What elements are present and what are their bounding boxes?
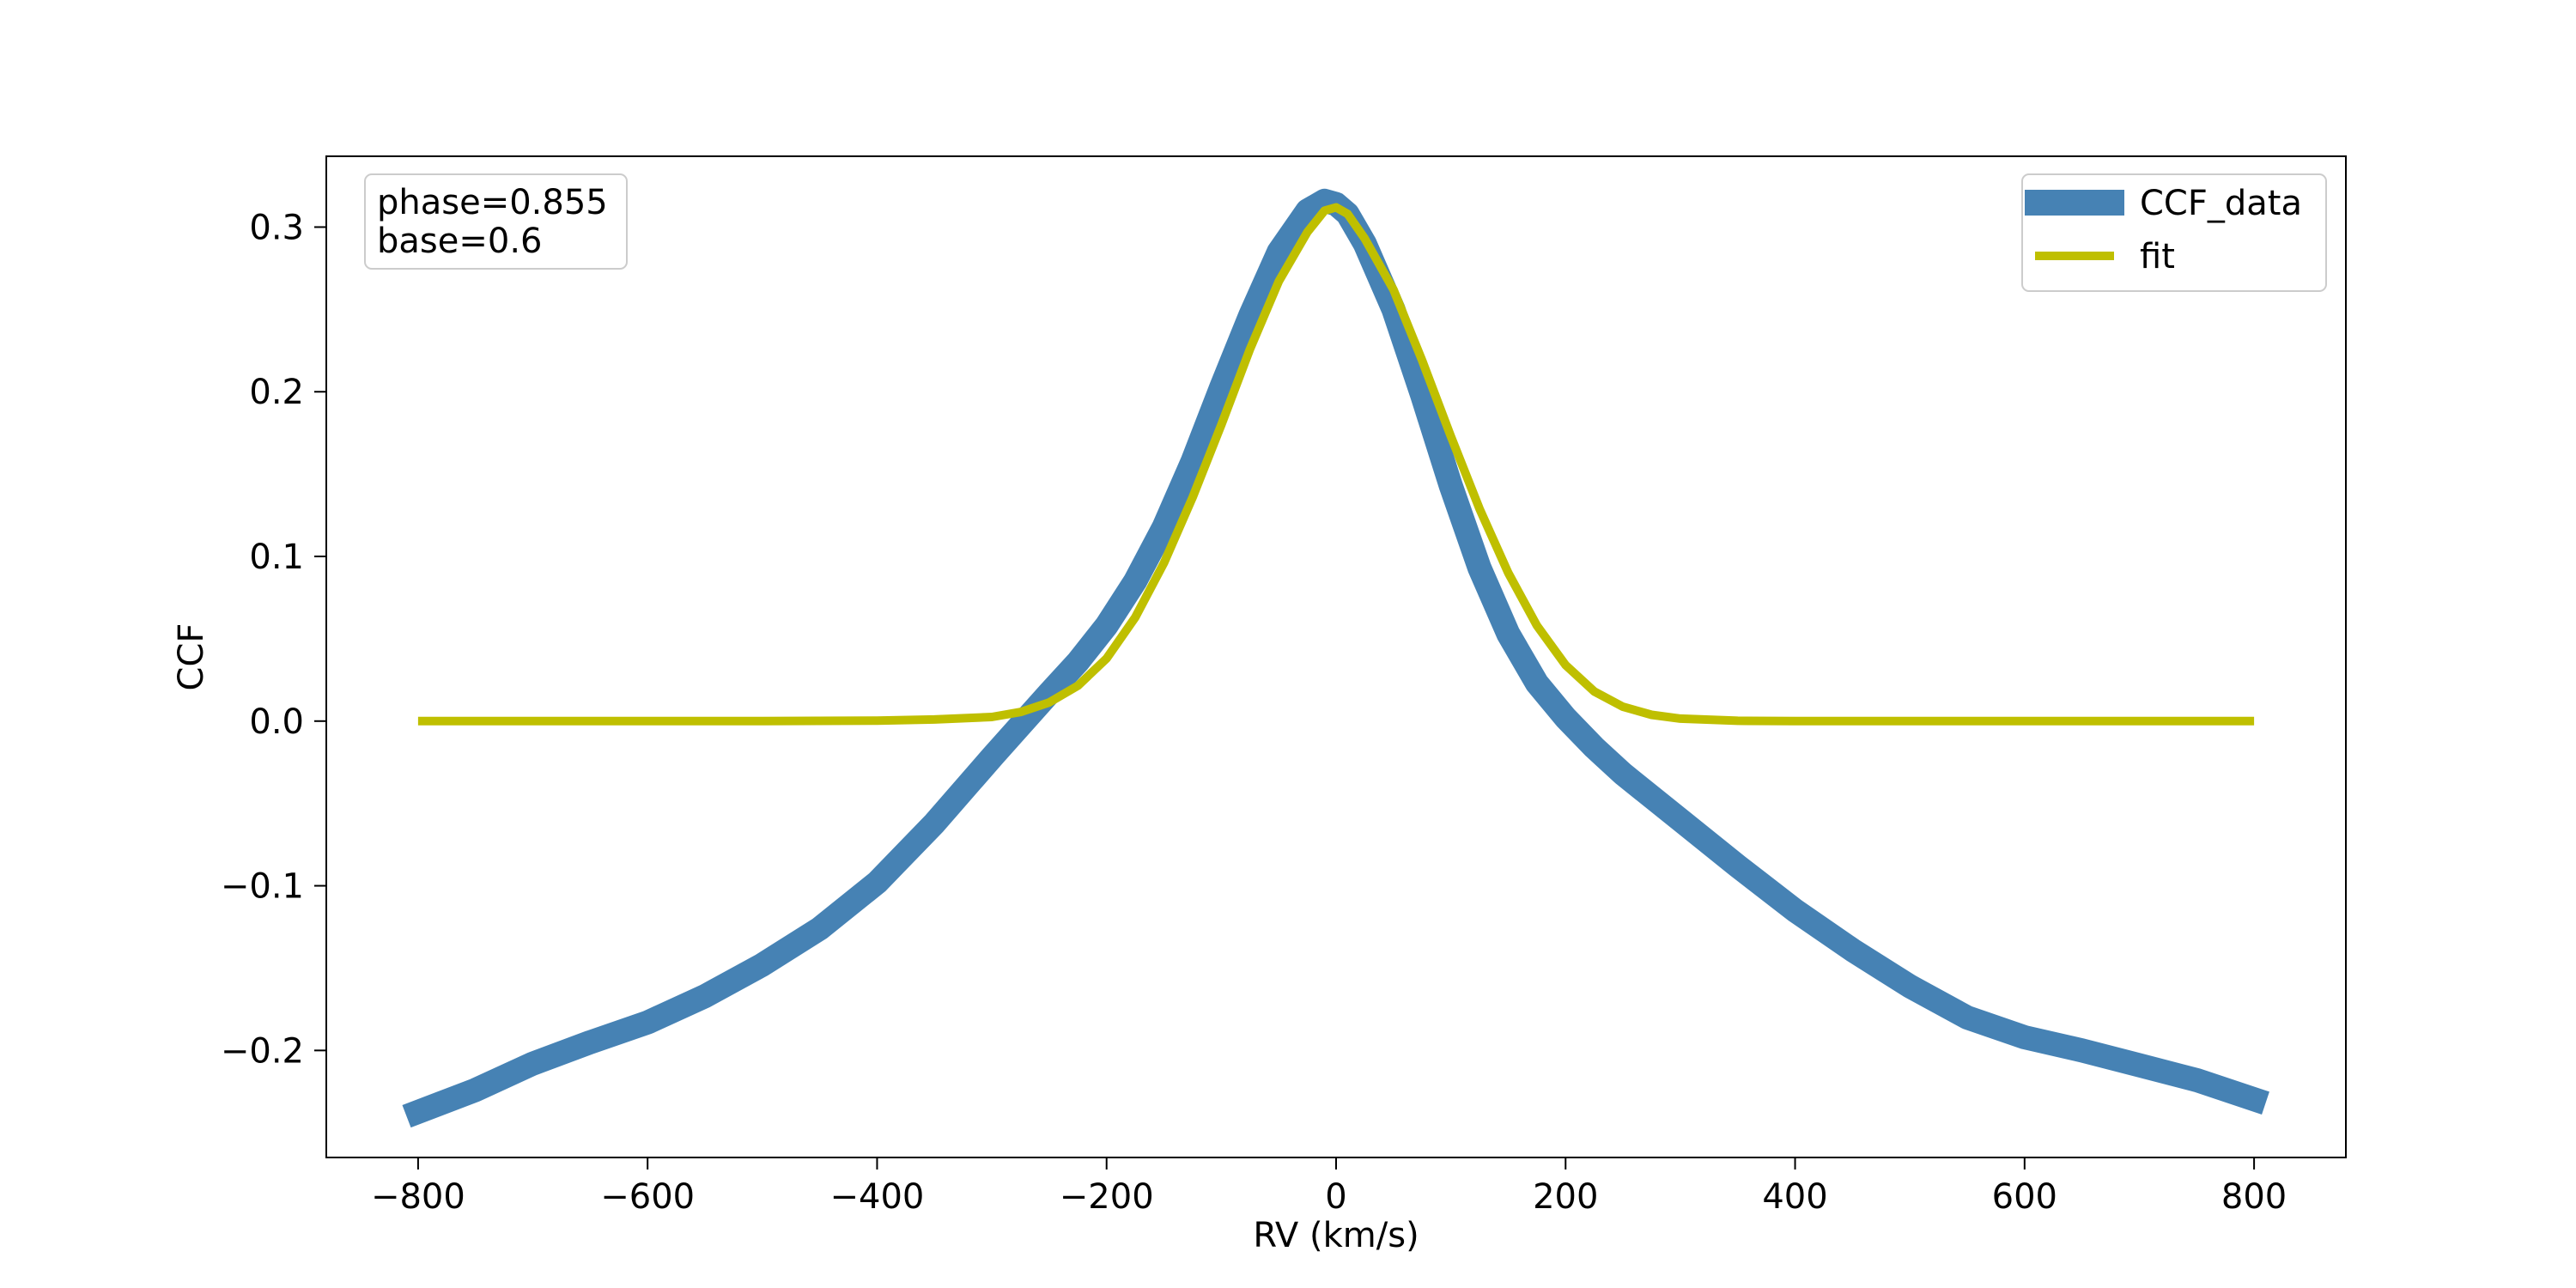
legend-label-fit: fit <box>2140 237 2175 276</box>
annotation-phase: phase=0.855 <box>377 183 608 222</box>
y-tick-label: 0.0 <box>249 702 304 742</box>
y-tick-label: −0.1 <box>221 867 304 907</box>
x-axis: −800 −600 −400 −200 0 200 400 600 800 <box>371 1157 2287 1217</box>
x-tick-label: 0 <box>1325 1177 1346 1217</box>
annotation-box: phase=0.855 base=0.6 <box>364 173 628 270</box>
x-tick-label: 200 <box>1533 1177 1598 1217</box>
series-line-fit <box>417 203 2255 726</box>
x-tick-label: 800 <box>2221 1177 2287 1217</box>
x-tick-label: 600 <box>1992 1177 2057 1217</box>
series-layer <box>402 188 2269 1128</box>
annotation-frame <box>364 173 628 270</box>
x-axis-title: RV (km/s) <box>1253 1216 1419 1255</box>
x-tick-label: −200 <box>1060 1177 1154 1217</box>
y-tick-label: 0.3 <box>249 208 304 247</box>
legend: CCF_data fit <box>2021 173 2327 292</box>
x-tick-label: −800 <box>371 1177 465 1217</box>
series-line-ccf-data <box>402 188 2269 1128</box>
legend-label-ccf-data: CCF_data <box>2140 184 2302 223</box>
y-tick-label: −0.2 <box>221 1031 304 1071</box>
axes-frame <box>325 155 2347 1158</box>
x-tick-label: −400 <box>830 1177 925 1217</box>
x-tick-label: 400 <box>1762 1177 1827 1217</box>
annotation-base: base=0.6 <box>377 222 542 261</box>
y-axis-title: CCF <box>172 623 211 691</box>
y-axis: −0.2 −0.1 0.0 0.1 0.2 0.3 <box>221 208 326 1071</box>
y-tick-label: 0.1 <box>249 538 304 577</box>
y-tick-label: 0.2 <box>249 373 304 412</box>
x-tick-label: −600 <box>600 1177 695 1217</box>
